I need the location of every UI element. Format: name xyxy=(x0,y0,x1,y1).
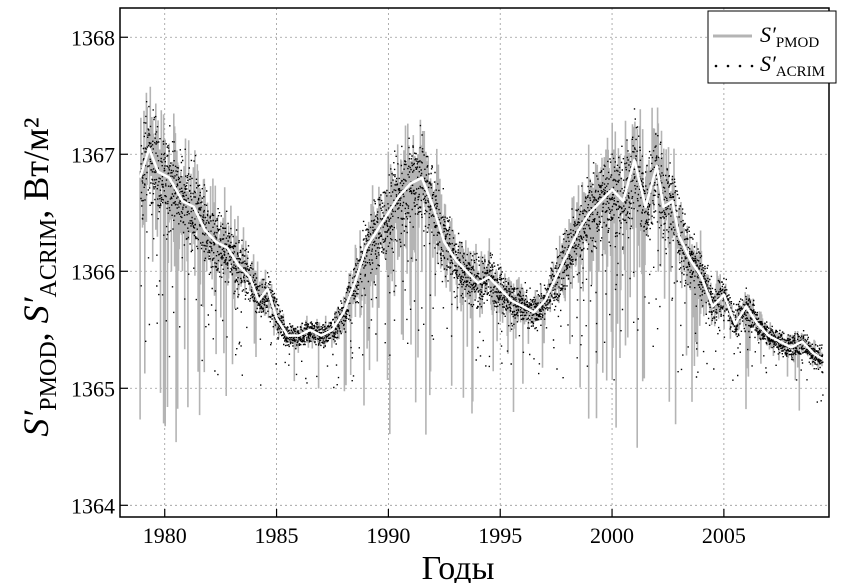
y-tick-label-3: 1367 xyxy=(71,142,115,167)
y-tick-label-0: 1364 xyxy=(71,493,115,518)
legend-label-pmod: S′PMOD xyxy=(760,22,819,51)
smoothed-curve xyxy=(138,147,824,361)
y-tick-label-1: 1365 xyxy=(71,376,115,401)
plot-frame xyxy=(119,7,830,518)
acrim-dots xyxy=(140,101,824,403)
y-tick-label-4: 1368 xyxy=(71,25,115,50)
y-title-symbol-2: S′ xyxy=(16,296,56,323)
x-tick-label-4: 2000 xyxy=(590,523,634,548)
y-title-symbol-1: S′ xyxy=(16,410,56,437)
pmod-segments xyxy=(139,86,823,448)
y-axis-title: S′PMOD, S′ACRIM, Вт/м² xyxy=(16,117,62,436)
legend-swatch-acrim xyxy=(714,64,754,68)
x-tick-label-0: 1980 xyxy=(143,523,187,548)
x-tick-label-1: 1985 xyxy=(255,523,299,548)
y-title-unit: , Вт/м² xyxy=(16,117,56,218)
y-title-sub-1: PMOD xyxy=(36,341,62,410)
x-tick-label-3: 1995 xyxy=(478,523,522,548)
series-acrim xyxy=(140,101,824,403)
legend-label-acrim: S′ACRIM xyxy=(760,51,825,80)
y-title-sub-2: ACRIM xyxy=(36,219,62,298)
y-title-separator: , xyxy=(16,323,56,341)
y-tick-label-2: 1366 xyxy=(71,259,115,284)
legend: S′PMOD S′ACRIM xyxy=(707,10,837,84)
axis-ticks: 1980 1985 1990 1995 2000 2005 1364 1365 1366 1367… xyxy=(71,25,746,548)
x-axis-title: Годы xyxy=(422,550,495,583)
x-tick-label-5: 2005 xyxy=(702,523,746,548)
legend-box xyxy=(707,10,837,84)
series-smoothed xyxy=(138,147,824,361)
series-pmod xyxy=(139,86,823,448)
x-tick-label-2: 1990 xyxy=(366,523,410,548)
